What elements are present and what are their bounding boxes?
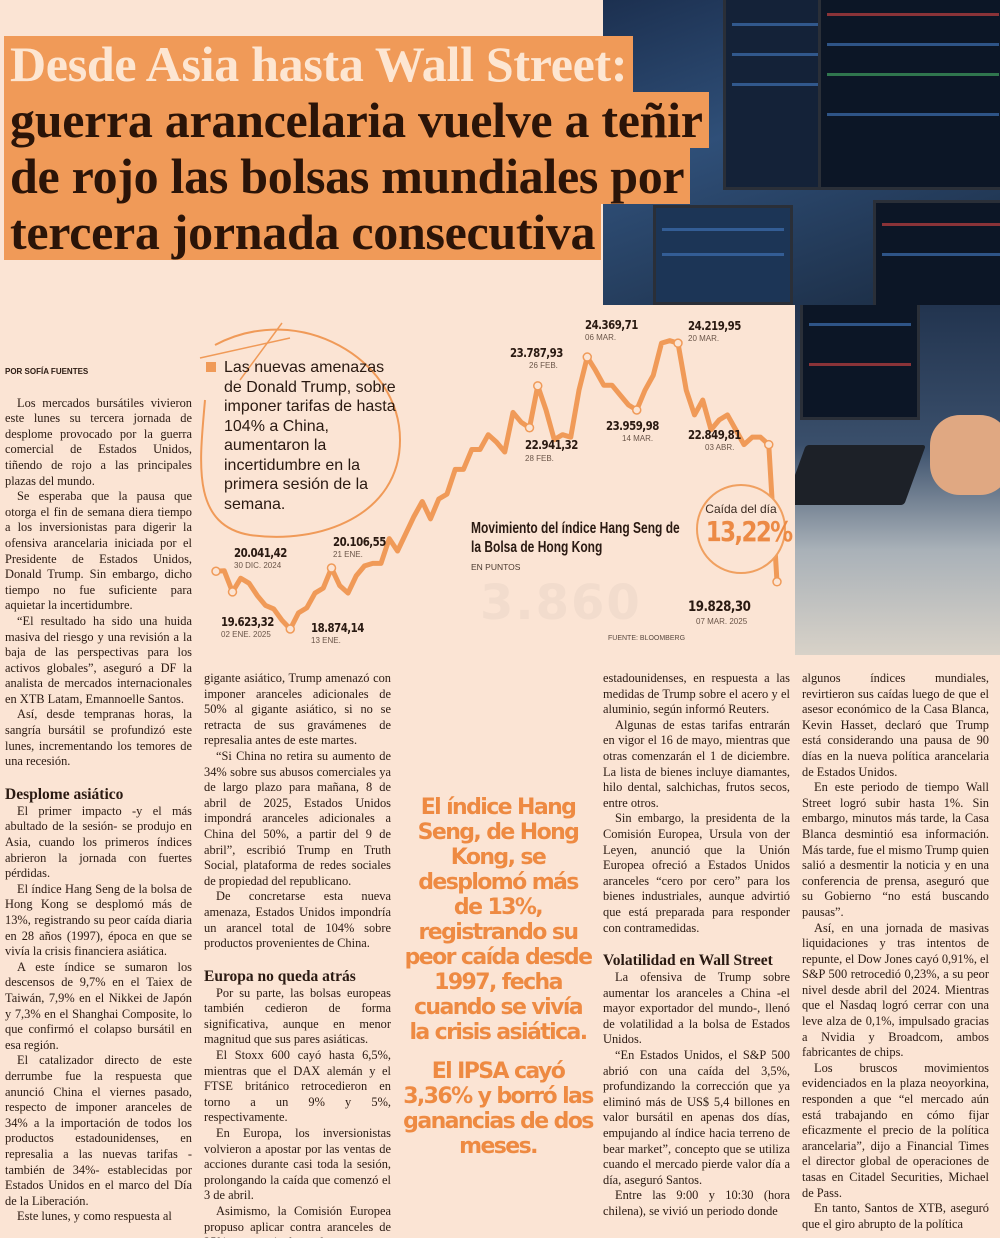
data-label: 22.941,32 [525,438,578,452]
daily-drop-value: 13,22% [705,515,793,548]
data-label: 19.828,30 [688,599,751,615]
date-label: 13 ENE. [311,636,341,645]
headline-line-3: de rojo las bolsas mundiales por [4,148,691,204]
article-column-3: estadounidenses, en respuesta a las medi… [603,671,790,1238]
data-label: 18.874,14 [311,621,364,635]
headline-line-2: guerra arancelaria vuelve a teñir [4,92,709,148]
pull-quote-1: El índice Hang Seng, de Hong Kong, se de… [404,795,593,1045]
chart-source: FUENTE: BLOOMBERG [608,635,686,642]
date-label: 14 MAR. [622,434,654,443]
paragraph: El índice Hang Seng de la bolsa de Hong … [5,881,192,959]
data-label: 24.369,71 [585,318,638,332]
article-column-1: POR SOFÍA FUENTES Los mercados bursátile… [5,364,192,1238]
article-column-4: algunos índices mundiales, revirtieron s… [802,671,989,1238]
paragraph: A este índice se sumaron los descensos d… [5,959,192,1052]
paragraph: El Stoxx 600 cayó hasta 6,5%, mientras q… [204,1048,391,1125]
paragraph: El catalizador directo de este derrumbe … [5,1053,192,1208]
daily-drop-badge: Caída del día 13,22% [696,484,793,574]
pull-quote-2: El IPSA cayó 3,36% y borró las ganancias… [403,1059,594,1159]
date-label: 06 MAR. [585,333,617,342]
callout-text: Las nuevas amenazas de Donald Trump, sob… [224,359,396,513]
pull-quote: El índice Hang Seng, de Hong Kong, se de… [403,795,594,1173]
paragraph: Los bruscos movimientos evidenciados en … [802,1060,989,1200]
date-label: 03 ABR. [705,443,735,452]
paragraph: Se esperaba que la pausa que otorga el f… [5,489,192,613]
paragraph: Asimismo, la Comisión Europea propuso ap… [204,1204,391,1238]
paragraph: Este lunes, y como respuesta al [17,1209,172,1224]
headline: Desde Asia hasta Wall Street: guerra ara… [4,36,709,260]
paragraph: La ofensiva de Trump sobre aumentar los … [603,970,790,1047]
headline-line-1: Desde Asia hasta Wall Street: [4,36,634,92]
paragraph: “Si China no retira su aumento de 34% so… [204,748,391,888]
data-label: 23.787,93 [510,346,563,360]
paragraph: Así, desde tempranas horas, la sangría b… [5,707,192,769]
date-label: 20 MAR. [688,334,720,343]
chart-callout: Las nuevas amenazas de Donald Trump, sob… [206,358,402,514]
date-label: 30 DIC. 2024 [234,561,282,570]
date-label: 26 FEB. [529,361,558,370]
byline: POR SOFÍA FUENTES [5,367,89,376]
paragraph: “En Estados Unidos, el S&P 500 abrió con… [603,1048,790,1187]
paragraph: En tanto, Santos de XTB, aseguró que el … [802,1201,989,1231]
data-label: 24.219,95 [688,319,741,333]
date-label: 21 ENE. [333,550,363,559]
date-label: 02 ENE. 2025 [221,630,271,639]
paragraph: Entre las 9:00 y 10:30 (hora chilena), s… [603,1188,790,1218]
date-label: 28 FEB. [525,454,554,463]
chart-subtitle: EN PUNTOS [471,562,521,572]
paragraph: “El resultado ha sido una huida masiva d… [5,613,192,706]
paragraph: En Europa, los inversionistas volvieron … [204,1126,391,1203]
paragraph: estadounidenses, en respuesta a las medi… [603,671,790,717]
data-label: 22.849,81 [688,428,741,442]
paragraph: Sin embargo, la presidenta de la Comisió… [603,811,790,935]
trading-desk-photo [603,0,1000,305]
paragraph: gigante asiático, Trump amenazó con impo… [204,671,391,748]
paragraph: Así, en una jornada de masivas liquidaci… [802,920,989,1060]
data-label: 23.959,98 [606,419,659,433]
square-bullet-icon [206,362,216,372]
article-column-2: gigante asiático, Trump amenazó con impo… [204,671,391,1238]
paragraph: Algunas de estas tarifas entrarán en vig… [603,717,790,810]
chart-title: Movimiento del índice Hang Seng de la Bo… [471,520,680,556]
section-heading: Europa no queda atrás [204,967,356,985]
date-label: 07 MAR. 2025 [696,617,748,626]
paragraph: En este periodo de tiempo Wall Street lo… [802,780,989,919]
headline-line-4: tercera jornada consecutiva [4,204,602,260]
paragraph: De concretarse esta nueva amenaza, Estad… [204,889,391,951]
paragraph: El primer impacto -y el más abultado de … [5,803,192,881]
trading-desk-photo-lower [795,305,1000,655]
paragraph: Los mercados bursátiles vivieron este lu… [5,395,192,488]
data-label: 20.041,42 [234,546,287,560]
data-label: 20.106,55 [333,535,386,549]
chart-watermark: 3.860 [480,575,642,631]
section-heading: Volatilidad en Wall Street [603,952,773,970]
paragraph: Por su parte, las bolsas europeas tambié… [204,985,391,1047]
section-heading: Desplome asiático [5,785,124,803]
paragraph: algunos índices mundiales, revirtieron s… [802,671,989,779]
daily-drop-label: Caída del día [705,502,777,516]
data-label: 19.623,32 [221,615,274,629]
